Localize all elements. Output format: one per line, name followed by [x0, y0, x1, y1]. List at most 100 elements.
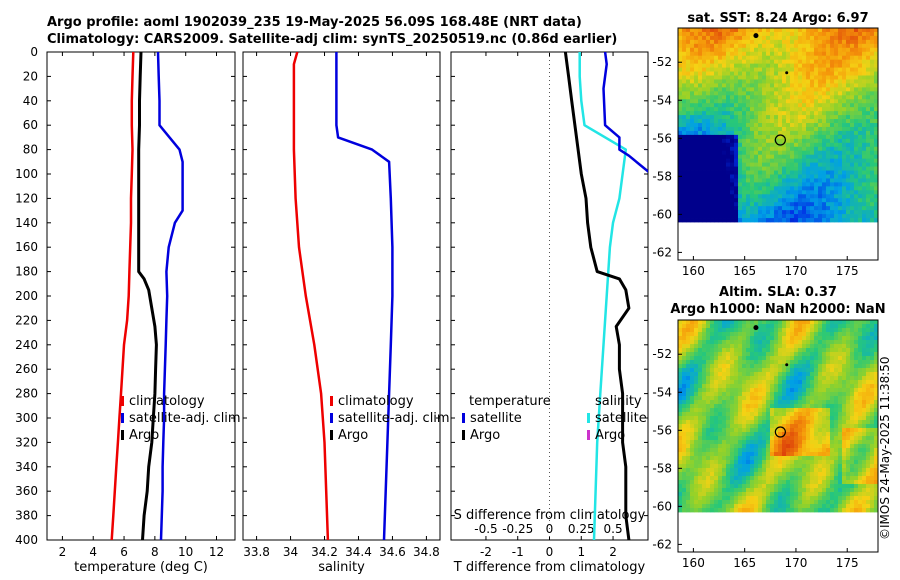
map-cell	[730, 39, 735, 45]
map-cell	[858, 324, 863, 329]
map-cell	[710, 436, 715, 441]
map-cell	[790, 456, 795, 461]
map-cell	[854, 111, 859, 116]
map-cell	[806, 178, 811, 183]
map-cell	[866, 360, 871, 365]
map-cell	[730, 35, 735, 41]
map-cell	[750, 178, 755, 183]
map-cell	[858, 115, 863, 120]
map-cell	[778, 492, 783, 497]
map-cell	[834, 320, 839, 325]
map-cell	[702, 115, 707, 120]
map-cell	[782, 138, 787, 144]
map-cell	[806, 320, 811, 325]
map-cell	[830, 416, 835, 421]
map-cell	[774, 55, 779, 61]
map-cell	[802, 150, 807, 156]
map-cell	[838, 202, 843, 207]
map-cell	[746, 99, 751, 104]
map-cell	[710, 55, 715, 61]
map-cell	[714, 488, 719, 493]
map-cell	[802, 408, 807, 413]
map-cell	[770, 352, 775, 357]
map-cell	[714, 95, 719, 100]
map-cell	[862, 460, 867, 465]
map-cell	[778, 130, 783, 136]
map-cell	[742, 400, 747, 405]
map-cell	[742, 424, 747, 429]
map-cell	[846, 448, 851, 453]
map-cell	[766, 352, 771, 357]
map-cell	[774, 420, 779, 425]
map-cell	[714, 51, 719, 57]
map-cell	[866, 412, 871, 417]
map-cell	[710, 364, 715, 369]
map-cell	[706, 214, 711, 219]
map-cell	[814, 47, 819, 53]
map-cell	[766, 476, 771, 481]
map-cell	[746, 198, 751, 203]
map-cell	[866, 456, 871, 461]
map-cell	[694, 138, 699, 144]
map-cell	[754, 380, 759, 385]
map-cell	[798, 352, 803, 357]
map-cell	[706, 360, 711, 365]
map-cell	[758, 28, 763, 33]
map-cell	[770, 190, 775, 195]
map-cell	[826, 186, 831, 191]
map-cell	[806, 154, 811, 160]
map-cell	[730, 348, 735, 353]
map-cell	[774, 178, 779, 183]
map-cell	[822, 488, 827, 493]
map-cell	[750, 500, 755, 505]
map-cell	[786, 348, 791, 353]
map-cell	[866, 103, 871, 108]
map-cell	[730, 158, 735, 164]
map-cell	[702, 436, 707, 441]
map-cell	[714, 130, 719, 136]
map-cell	[754, 63, 759, 68]
map-cell	[746, 119, 751, 124]
map-cell	[842, 67, 847, 72]
map-cell	[858, 51, 863, 57]
map-cell	[766, 328, 771, 333]
map-cell	[862, 368, 867, 373]
map-cell	[866, 28, 871, 33]
map-cell	[730, 123, 735, 128]
map-cell	[778, 194, 783, 199]
map-cell	[806, 496, 811, 501]
map-cell	[854, 79, 859, 84]
map-cell	[746, 190, 751, 195]
map-cell	[702, 99, 707, 104]
map-cell	[838, 170, 843, 175]
map-cell	[758, 146, 763, 152]
map-cell	[746, 480, 751, 485]
map-cell	[802, 107, 807, 112]
map-cell	[678, 178, 683, 183]
map-cell	[846, 146, 851, 152]
map-cell	[718, 71, 723, 76]
map-cell	[858, 380, 863, 385]
map-cell	[834, 214, 839, 219]
map-cell	[798, 162, 803, 167]
map-cell	[730, 324, 735, 329]
map-cell	[798, 400, 803, 405]
map-cell	[846, 150, 851, 156]
map-cell	[834, 202, 839, 207]
map-cell	[858, 158, 863, 164]
map-cell	[782, 332, 787, 337]
map-cell	[694, 328, 699, 333]
map-cell	[734, 500, 739, 505]
map-cell	[758, 460, 763, 465]
map-cell	[854, 376, 859, 381]
map-cell	[766, 400, 771, 405]
map-cell	[730, 126, 735, 132]
map-cell	[842, 126, 847, 132]
map-cell	[818, 488, 823, 493]
map-cell	[742, 47, 747, 53]
map-cell	[682, 324, 687, 329]
map-cell	[750, 400, 755, 405]
map-cell	[838, 115, 843, 120]
map-cell	[714, 332, 719, 337]
map-cell	[794, 218, 799, 223]
